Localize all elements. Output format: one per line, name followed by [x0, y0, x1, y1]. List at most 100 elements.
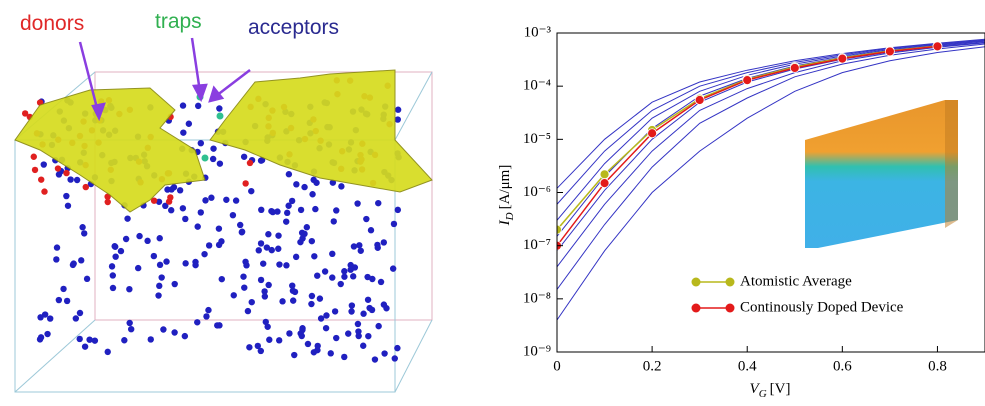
acceptor-dot — [310, 349, 318, 356]
surface-right — [209, 69, 433, 193]
acceptor-dot — [299, 326, 306, 334]
acceptor-dot — [168, 207, 175, 214]
acceptor-dot — [144, 237, 151, 245]
acceptor-dot — [192, 258, 199, 266]
legend-marker — [691, 303, 701, 313]
device-curve — [557, 43, 985, 290]
acceptor-dot — [64, 202, 72, 209]
acceptor-dot — [309, 191, 316, 198]
acceptors-label: acceptors — [248, 16, 339, 39]
acceptor-dot — [79, 224, 86, 231]
acceptor-dot — [301, 183, 308, 191]
device-curve — [557, 40, 985, 221]
acceptor-dot — [258, 156, 266, 164]
acceptor-dot — [53, 244, 61, 251]
acceptor-dot — [91, 337, 99, 344]
acceptor-dot — [86, 336, 93, 343]
acceptor-dot — [321, 268, 329, 275]
acceptor-dot — [257, 347, 265, 355]
acceptor-dot — [197, 139, 205, 147]
acceptor-dot — [155, 292, 162, 299]
acceptor-dot — [391, 355, 398, 362]
acceptor-dot — [314, 272, 321, 279]
acceptor-dot — [310, 176, 317, 184]
acceptor-dot — [78, 257, 85, 264]
acceptor-dot — [366, 304, 373, 312]
donor-dot — [63, 169, 70, 177]
series-marker — [599, 169, 610, 180]
acceptor-dot — [182, 260, 189, 267]
arrows — [78, 37, 251, 122]
acceptor-dot — [124, 215, 131, 222]
acceptor-dot — [214, 322, 221, 329]
acceptor-dot — [181, 332, 189, 340]
acceptor-dot — [263, 244, 271, 251]
acceptor-dot — [275, 232, 282, 239]
acceptor-dot — [350, 243, 358, 250]
donors-label: donors — [20, 12, 84, 35]
acceptor-dot — [104, 348, 111, 356]
acceptor-dot — [268, 207, 275, 215]
acceptor-dot — [40, 161, 47, 168]
acceptor-dot — [163, 258, 170, 265]
acceptor-dot — [179, 102, 187, 109]
device-curve — [557, 38, 985, 189]
x-label-unit: [V] — [770, 381, 791, 397]
acceptor-dot — [257, 240, 265, 247]
acceptor-dot — [341, 268, 348, 275]
donor-dot — [104, 198, 111, 206]
acceptor-dot — [289, 287, 297, 294]
acceptor-dot — [158, 274, 165, 281]
donor-dot — [38, 176, 45, 183]
y-label-subscript: D — [504, 212, 516, 221]
acceptor-dot — [134, 264, 142, 272]
acceptor-dot — [394, 106, 402, 113]
series-marker — [932, 41, 943, 52]
acceptor-dot — [257, 276, 265, 284]
donor-dot — [54, 165, 62, 172]
acceptor-dot — [265, 231, 272, 238]
acceptor-dot — [37, 334, 45, 341]
acceptor-dot — [127, 325, 135, 333]
acceptor-dot — [37, 314, 44, 321]
y-label-symbol: I — [497, 219, 513, 226]
acceptor-dot — [81, 230, 88, 237]
acceptor-dot — [160, 326, 167, 333]
series-marker — [789, 63, 800, 73]
acceptor-dot — [162, 202, 169, 210]
x-tick-label: 0.4 — [738, 358, 757, 374]
acceptor-dot — [264, 323, 271, 330]
acceptor-dot — [261, 288, 268, 295]
acceptor-dot — [285, 202, 292, 209]
acceptor-dot — [109, 284, 117, 292]
acceptor-dot — [197, 209, 204, 216]
acceptor-dot — [301, 230, 308, 238]
acceptor-dot — [248, 187, 255, 195]
acceptor-dot — [236, 221, 244, 229]
acceptor-dot — [363, 215, 370, 223]
acceptor-dot — [354, 200, 361, 207]
acceptor-dot — [46, 315, 54, 322]
chart: VG [V] ID [A/μm] 10⁻⁹ 10⁻⁸ 10⁻⁷ 10⁻⁶ 10⁻⁵ 10⁻⁴ 1… — [497, 24, 985, 400]
acceptor-dot — [303, 224, 311, 231]
acceptor-dot — [41, 311, 49, 318]
y-tick-label: 10⁻⁹ — [523, 343, 551, 359]
x-label-symbol: V — [750, 381, 761, 397]
acceptor-dot — [283, 209, 291, 217]
acceptor-dot — [308, 237, 316, 245]
series-marker — [837, 53, 848, 64]
inset-side — [945, 100, 958, 228]
acceptor-dot — [333, 334, 340, 342]
acceptor-dot — [374, 244, 381, 251]
acceptor-dot — [156, 235, 163, 242]
acceptor-dot — [329, 179, 337, 186]
acceptor-dot — [83, 275, 91, 283]
acceptor-dot — [375, 322, 382, 330]
acceptor-dot — [341, 273, 348, 280]
acceptor-dot — [76, 309, 84, 317]
acceptor-dot — [308, 292, 316, 300]
acceptor-dot — [354, 320, 362, 328]
acceptor-dot — [293, 181, 300, 188]
acceptor-dot — [63, 192, 70, 200]
